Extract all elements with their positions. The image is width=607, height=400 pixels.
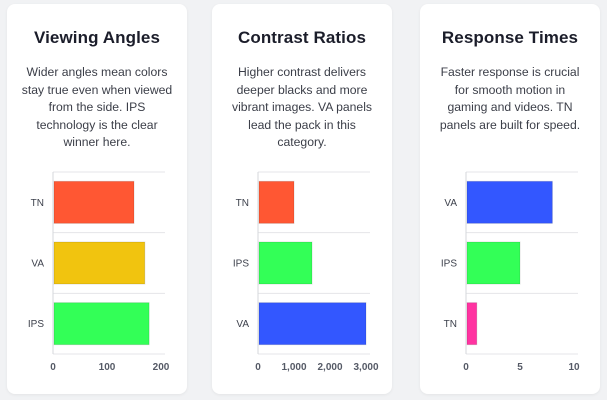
category-label: IPS (28, 319, 44, 330)
x-tick-label: 200 (153, 362, 170, 373)
x-tick-label: 0 (50, 362, 56, 373)
category-label: VA (31, 259, 44, 270)
card-description: Higher contrast delivers deeper blacks a… (231, 65, 372, 149)
category-label: VA (236, 319, 249, 330)
card-title: Response Times (441, 28, 579, 47)
category-label: IPS (441, 259, 457, 270)
x-tick-label: 5 (517, 362, 523, 373)
x-tick-label: 1,000 (281, 362, 306, 373)
contrast-ratios-chart: TN IPS VA 0 1,000 2,000 3,000 (233, 171, 379, 373)
bar-tn (53, 180, 135, 224)
viewing-angles-chart: TN VA IPS 0 100 200 (28, 171, 170, 373)
response-times-card: Response Times Faster response is crucia… (420, 4, 600, 394)
card-description: Faster response is crucial for smooth mo… (439, 65, 581, 132)
bar-ips (466, 241, 521, 285)
x-tick-label: 10 (568, 362, 580, 373)
x-tick-label: 0 (463, 362, 469, 373)
contrast-ratios-card: Contrast Ratios Higher contrast delivers… (212, 4, 392, 394)
card-description: Wider angles mean colors stay true even … (21, 65, 173, 149)
card-title: Contrast Ratios (237, 28, 367, 47)
x-tick-label: 2,000 (317, 362, 342, 373)
category-label: TN (31, 198, 44, 209)
category-label: TN (236, 198, 249, 209)
x-tick-label: 0 (255, 362, 261, 373)
bar-tn (466, 302, 478, 346)
response-times-chart: VA IPS TN 0 5 10 (441, 171, 580, 373)
category-label: IPS (233, 259, 249, 270)
category-label: TN (444, 319, 457, 330)
bar-ips (258, 241, 313, 285)
category-label: VA (444, 198, 457, 209)
bar-ips (53, 302, 150, 346)
bar-va (258, 302, 367, 346)
x-tick-label: 3,000 (353, 362, 378, 373)
bar-tn (258, 180, 295, 224)
card-title: Viewing Angles (33, 28, 161, 47)
bar-va (53, 241, 146, 285)
viewing-angles-card: Viewing Angles Wider angles mean colors … (7, 4, 187, 394)
bar-va (466, 180, 553, 224)
x-tick-label: 100 (99, 362, 116, 373)
